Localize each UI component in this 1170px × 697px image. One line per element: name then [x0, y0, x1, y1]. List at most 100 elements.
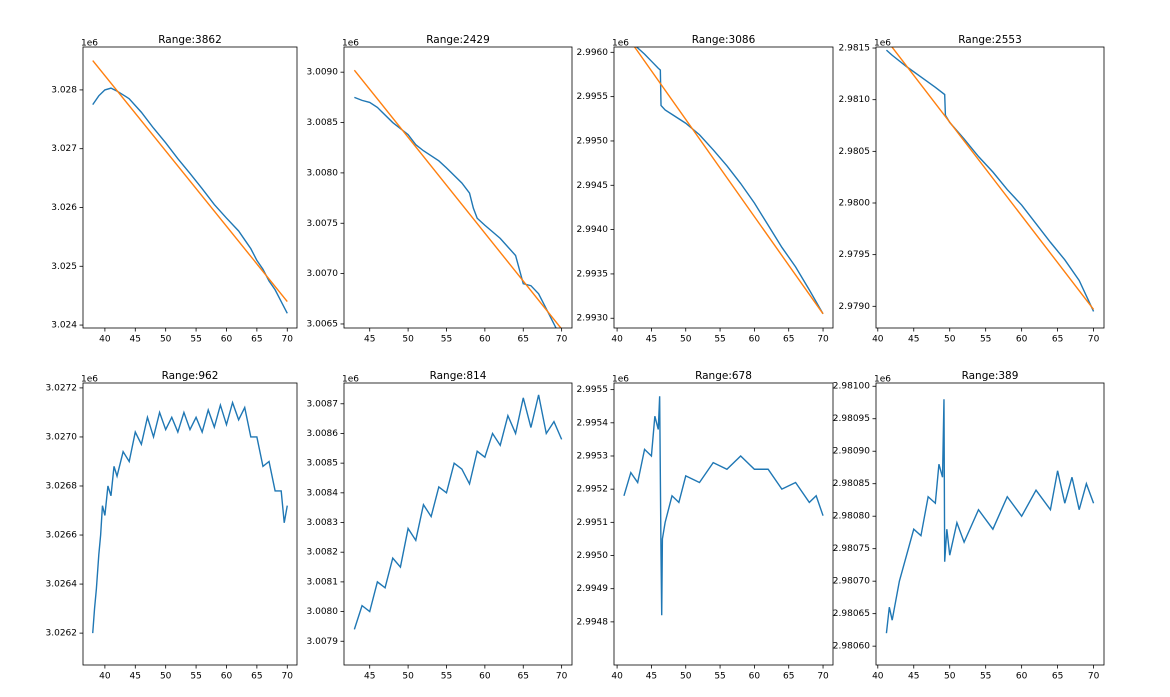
x-tick-label: 50: [680, 335, 692, 345]
x-tick-label: 60: [221, 672, 233, 682]
y-tick-label: 3.0070: [307, 269, 339, 279]
y-tick-label: 2.9950: [577, 136, 609, 146]
axes-frame: [613, 382, 834, 666]
y-tick-label: 3.0085: [307, 459, 339, 469]
y-tick-label: 3.0087: [307, 399, 339, 409]
plot-area: [623, 396, 824, 616]
y-tick-label: 2.9935: [577, 269, 609, 279]
subplot-title: Range:2553: [958, 34, 1022, 46]
y-tick-label: 3.0083: [307, 518, 339, 528]
x-tick-label: 55: [980, 335, 991, 345]
x-tick-label: 65: [251, 672, 262, 682]
x-tick-label: 55: [190, 672, 201, 682]
subplot-title: Range:389: [962, 370, 1019, 382]
subplot-title: Range:814: [430, 370, 487, 382]
y-tick-label: 2.9795: [839, 250, 871, 260]
axis-offset: 1e6: [874, 375, 891, 385]
y-tick-label: 2.9945: [577, 181, 609, 191]
data-line: [92, 60, 288, 302]
y-tick-label: 3.0270: [46, 432, 78, 442]
y-tick-label: 3.0075: [307, 219, 339, 229]
x-tick-label: 45: [646, 672, 657, 682]
x-tick-label: 45: [908, 335, 919, 345]
y-tick-label: 2.9951: [577, 518, 609, 528]
x-tick-label: 50: [402, 672, 414, 682]
y-tick-label: 3.0085: [307, 118, 339, 128]
y-tick-label: 2.9815: [839, 44, 871, 54]
axis-offset: 1e6: [874, 39, 891, 49]
x-tick-label: 60: [749, 672, 761, 682]
subplot-title: Range:3086: [692, 34, 756, 46]
plot-area: [92, 60, 288, 314]
data-line: [633, 47, 824, 315]
y-tick-label: 3.0079: [307, 637, 339, 647]
data-line: [353, 394, 563, 630]
subplot-title: Range:678: [695, 370, 752, 382]
y-tick-label: 2.9790: [839, 302, 871, 312]
axis-offset: 1e6: [342, 375, 359, 385]
data-line: [623, 396, 824, 616]
y-tick-label: 3.0065: [307, 319, 339, 329]
y-tick-label: 2.9960: [577, 48, 609, 58]
axis-offset: 1e6: [81, 375, 98, 385]
subplot-title: Range:3862: [158, 34, 222, 46]
y-tick-label: 2.98095: [833, 414, 870, 424]
subplot: Range:962 1e6 40 45 50 55 60 65 70 3.0262 3.0264 3.…: [46, 370, 298, 682]
x-tick-label: 50: [944, 335, 956, 345]
x-tick-label: 55: [980, 672, 991, 682]
x-tick-label: 65: [1052, 672, 1063, 682]
subplot: Range:2553 1e6 40 45 50 55 60 65 70 2.9790 2.9795 2…: [839, 34, 1105, 345]
data-line: [353, 69, 562, 328]
axis-offset: 1e6: [81, 39, 98, 49]
y-tick-label: 2.98100: [833, 382, 870, 392]
x-tick-label: 70: [1088, 335, 1100, 345]
plot-area: [92, 400, 288, 634]
y-tick-label: 3.027: [51, 144, 77, 154]
subplot: Range:2429 1e6 45 50 55 60 65 70 3.0065 3.0070 3.0…: [307, 34, 573, 345]
y-tick-label: 3.0262: [46, 629, 78, 639]
x-tick-label: 55: [441, 672, 452, 682]
x-tick-label: 45: [130, 335, 141, 345]
x-tick-label: 70: [817, 672, 829, 682]
data-line: [891, 47, 1095, 310]
x-tick-label: 45: [646, 335, 657, 345]
y-tick-label: 3.0268: [46, 481, 78, 491]
axis-offset: 1e6: [612, 375, 629, 385]
y-tick-label: 2.9800: [839, 198, 871, 208]
y-tick-label: 3.0090: [307, 68, 339, 78]
axis-offset: 1e6: [342, 39, 359, 49]
y-tick-label: 3.0080: [307, 607, 339, 617]
x-tick-label: 40: [872, 672, 884, 682]
x-tick-label: 55: [441, 335, 452, 345]
x-tick-label: 60: [1016, 335, 1028, 345]
x-tick-label: 50: [160, 335, 172, 345]
plot-area: [353, 394, 563, 630]
y-tick-label: 2.98065: [833, 609, 870, 619]
y-tick-label: 2.98085: [833, 479, 870, 489]
x-tick-label: 55: [190, 335, 201, 345]
x-tick-label: 70: [817, 335, 829, 345]
y-tick-label: 2.98075: [833, 544, 870, 554]
y-tick-label: 2.9952: [577, 485, 609, 495]
subplot: Range:678 1e6 40 45 50 55 60 65 70 2.9948 2.9949 2.…: [577, 370, 834, 682]
x-tick-label: 65: [518, 672, 529, 682]
y-tick-label: 2.9930: [577, 314, 609, 324]
subplot-title: Range:962: [162, 370, 219, 382]
y-tick-label: 3.0080: [307, 168, 339, 178]
data-line: [92, 87, 288, 314]
axes-frame: [875, 382, 1105, 666]
y-tick-label: 2.9953: [577, 451, 609, 461]
axes-frame: [82, 46, 298, 329]
plot-area: [885, 399, 1095, 634]
x-tick-label: 45: [130, 672, 141, 682]
x-tick-label: 40: [99, 672, 111, 682]
y-tick-label: 3.0084: [307, 488, 339, 498]
x-tick-label: 45: [364, 672, 375, 682]
y-tick-label: 3.024: [51, 321, 77, 331]
x-tick-label: 50: [160, 672, 172, 682]
y-tick-label: 2.9949: [577, 584, 609, 594]
y-tick-label: 3.0264: [46, 580, 78, 590]
x-tick-label: 40: [611, 672, 623, 682]
x-tick-label: 50: [402, 335, 414, 345]
y-tick-label: 3.0086: [307, 429, 339, 439]
